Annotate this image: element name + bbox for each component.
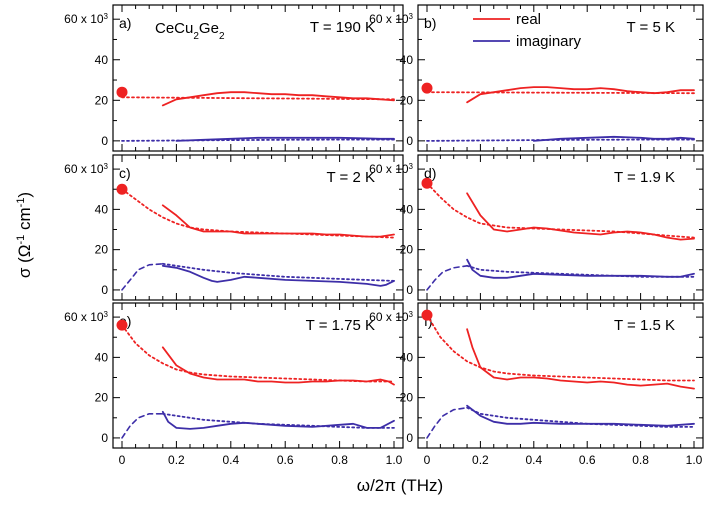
series-imaginary-fit-dotted bbox=[161, 262, 395, 282]
temperature-label: T = 1.5 K bbox=[614, 317, 675, 334]
dc-conductivity-point bbox=[116, 319, 128, 331]
x-tick-label: 0 bbox=[424, 453, 431, 467]
x-tick-label: 1.0 bbox=[386, 453, 403, 467]
y-tick-label: 20 bbox=[400, 243, 414, 257]
series-real-fit-dotted bbox=[426, 91, 695, 95]
series-imaginary-fit-dashed bbox=[121, 412, 164, 439]
temperature-label: T = 5 K bbox=[626, 19, 675, 36]
temperature-label: T = 190 K bbox=[310, 19, 375, 36]
series-imaginary-solid bbox=[161, 410, 395, 430]
series-real-fit-dotted bbox=[121, 188, 395, 239]
series-real-solid bbox=[161, 91, 395, 107]
y-tick-label-60: 60 x 103 bbox=[64, 310, 108, 325]
series-real-fit-dotted bbox=[426, 314, 695, 382]
legend-label-imaginary: imaginary bbox=[516, 33, 582, 50]
x-tick-label: 1.0 bbox=[686, 453, 703, 467]
series-imaginary-fit-dotted bbox=[466, 406, 695, 428]
legend-label-real: real bbox=[516, 11, 541, 28]
series-imaginary-fit-dotted bbox=[161, 412, 395, 429]
series-imaginary-fit-dashed bbox=[426, 264, 468, 291]
series-real-solid bbox=[466, 192, 695, 241]
x-tick-label: 0.6 bbox=[277, 453, 294, 467]
series-real-solid bbox=[161, 346, 395, 386]
series-imaginary-fit-dotted bbox=[121, 138, 395, 142]
y-tick-label: 40 bbox=[95, 202, 109, 216]
y-tick-label: 20 bbox=[95, 243, 109, 257]
y-tick-label-60: 60 x 103 bbox=[369, 162, 413, 177]
y-tick-label: 20 bbox=[95, 93, 109, 107]
series-imaginary-solid bbox=[532, 135, 695, 142]
series-imaginary-solid bbox=[466, 404, 695, 427]
panel-a: 0 20 40 60 x 103 a) T = 190 K CeCu2Ge2 bbox=[64, 4, 404, 152]
y-tick-label: 20 bbox=[95, 391, 109, 405]
y-tick-label: 40 bbox=[95, 53, 109, 67]
x-tick-label: 0.6 bbox=[579, 453, 596, 467]
x-tick-label: 0.4 bbox=[222, 453, 239, 467]
material-label: CeCu2Ge2 bbox=[155, 20, 225, 42]
temperature-label: T = 2 K bbox=[326, 169, 375, 186]
y-tick-label-60: 60 x 103 bbox=[369, 310, 413, 325]
y-tick-label: 40 bbox=[400, 53, 414, 67]
x-tick-label: 0 bbox=[119, 453, 126, 467]
y-tick-label: 40 bbox=[400, 202, 414, 216]
x-tick-label: 0.8 bbox=[331, 453, 348, 467]
y-tick-label: 0 bbox=[406, 134, 413, 148]
panel-c: 0 20 40 60 x 103 c) T = 2 K bbox=[64, 154, 404, 301]
dc-conductivity-point bbox=[421, 177, 433, 189]
dc-conductivity-point bbox=[421, 309, 433, 321]
y-tick-label-60: 60 x 103 bbox=[64, 12, 108, 27]
series-real-fit-dotted bbox=[426, 182, 695, 239]
y-tick-label-60: 60 x 103 bbox=[64, 162, 108, 177]
series-real-solid bbox=[161, 204, 395, 238]
series-real-solid bbox=[466, 86, 695, 104]
panel-letter: f) bbox=[424, 313, 433, 329]
panel-letter: a) bbox=[119, 15, 131, 31]
y-axis-label: σ (Ω-1 cm-1) bbox=[15, 192, 34, 278]
y-tick-label: 0 bbox=[101, 283, 108, 297]
x-tick-label: 0.2 bbox=[472, 453, 489, 467]
series-imaginary-fit-dotted bbox=[466, 264, 695, 278]
series-imaginary-fit-dotted bbox=[426, 138, 695, 142]
panel-letter: b) bbox=[424, 15, 436, 31]
panels-group: 0 20 40 60 x 103 a) T = 190 K CeCu2Ge2 0 20 40 60 … bbox=[64, 4, 704, 467]
dc-conductivity-point bbox=[421, 82, 433, 94]
y-tick-label: 0 bbox=[406, 431, 413, 445]
y-tick-label: 40 bbox=[400, 350, 414, 364]
panel-letter: d) bbox=[424, 165, 436, 181]
series-real-solid bbox=[466, 328, 695, 390]
x-tick-label: 0.4 bbox=[525, 453, 542, 467]
y-tick-label-60: 60 x 103 bbox=[369, 12, 413, 27]
dc-conductivity-point bbox=[116, 86, 128, 98]
x-tick-label: 0.8 bbox=[632, 453, 649, 467]
y-tick-label: 20 bbox=[400, 391, 414, 405]
panel-d: 0 20 40 60 x 103 d) T = 1.9 K bbox=[369, 154, 704, 301]
series-real-fit-dotted bbox=[121, 96, 395, 101]
panel-b: 0 20 40 60 x 103 b) T = 5 K real imaginary bbox=[369, 4, 704, 152]
temperature-label: T = 1.9 K bbox=[614, 169, 675, 186]
y-tick-label: 0 bbox=[101, 134, 108, 148]
series-real-fit-dotted bbox=[121, 324, 395, 383]
panel-letter: c) bbox=[119, 165, 131, 181]
series-imaginary-fit-dashed bbox=[426, 406, 468, 439]
series-imaginary-solid bbox=[161, 264, 395, 287]
x-tick-label: 0.2 bbox=[168, 453, 185, 467]
series-imaginary-solid bbox=[466, 258, 695, 279]
y-tick-label: 0 bbox=[406, 283, 413, 297]
temperature-label: T = 1.75 K bbox=[306, 317, 375, 334]
y-tick-label: 20 bbox=[400, 93, 414, 107]
x-axis-label: ω/2π (THz) bbox=[357, 476, 443, 495]
y-tick-label: 40 bbox=[95, 350, 109, 364]
series-imaginary-fit-dashed bbox=[121, 262, 164, 291]
dc-conductivity-point bbox=[116, 183, 128, 195]
panel-f: 0 20 40 60 x 103 0 0.2 0.4 0.6 0.8 1.0 f) T = 1.5 K bbox=[369, 302, 704, 467]
y-tick-label: 0 bbox=[101, 431, 108, 445]
